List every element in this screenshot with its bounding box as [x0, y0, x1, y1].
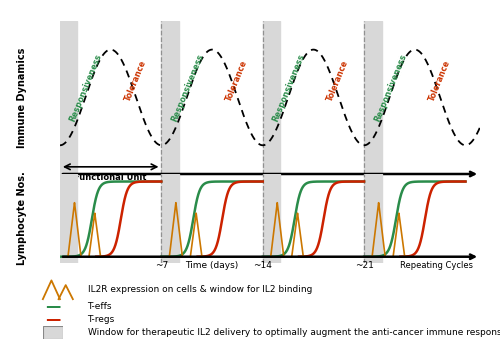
Text: Tolerance: Tolerance	[326, 59, 350, 103]
Text: Repeating Cycles: Repeating Cycles	[400, 261, 473, 270]
Text: —: —	[45, 312, 60, 327]
Bar	[60, 21, 78, 174]
Text: Responsiveness: Responsiveness	[271, 53, 306, 123]
Bar	[364, 21, 382, 174]
Text: Immune Dynamics: Immune Dynamics	[17, 47, 27, 148]
Text: Responsiveness: Responsiveness	[372, 53, 408, 123]
Text: T-effs: T-effs	[88, 302, 112, 311]
Text: Tolerance: Tolerance	[123, 59, 148, 103]
Text: Responsiveness: Responsiveness	[68, 53, 104, 123]
Text: —: —	[45, 299, 60, 315]
Bar	[162, 21, 179, 174]
Text: Tolerance: Tolerance	[224, 59, 249, 103]
Text: Responsiveness: Responsiveness	[170, 53, 205, 123]
Text: Functional Unit: Functional Unit	[74, 173, 147, 182]
Text: Lymphocyte Nos.: Lymphocyte Nos.	[17, 172, 27, 265]
Bar	[263, 174, 280, 263]
Bar	[60, 174, 78, 263]
Text: T-regs: T-regs	[88, 315, 115, 324]
Text: ~7: ~7	[155, 261, 168, 270]
Text: ~14: ~14	[254, 261, 272, 270]
Bar	[364, 174, 382, 263]
Text: Tolerance: Tolerance	[427, 59, 452, 103]
Text: Window for therapeutic IL2 delivery to optimally augment the anti-cancer immune : Window for therapeutic IL2 delivery to o…	[88, 328, 500, 337]
Text: IL2R expression on cells & window for IL2 binding: IL2R expression on cells & window for IL…	[88, 285, 312, 294]
Bar	[162, 174, 179, 263]
Bar	[263, 21, 280, 174]
Text: ~21: ~21	[354, 261, 374, 270]
Text: Time (days): Time (days)	[186, 261, 238, 270]
